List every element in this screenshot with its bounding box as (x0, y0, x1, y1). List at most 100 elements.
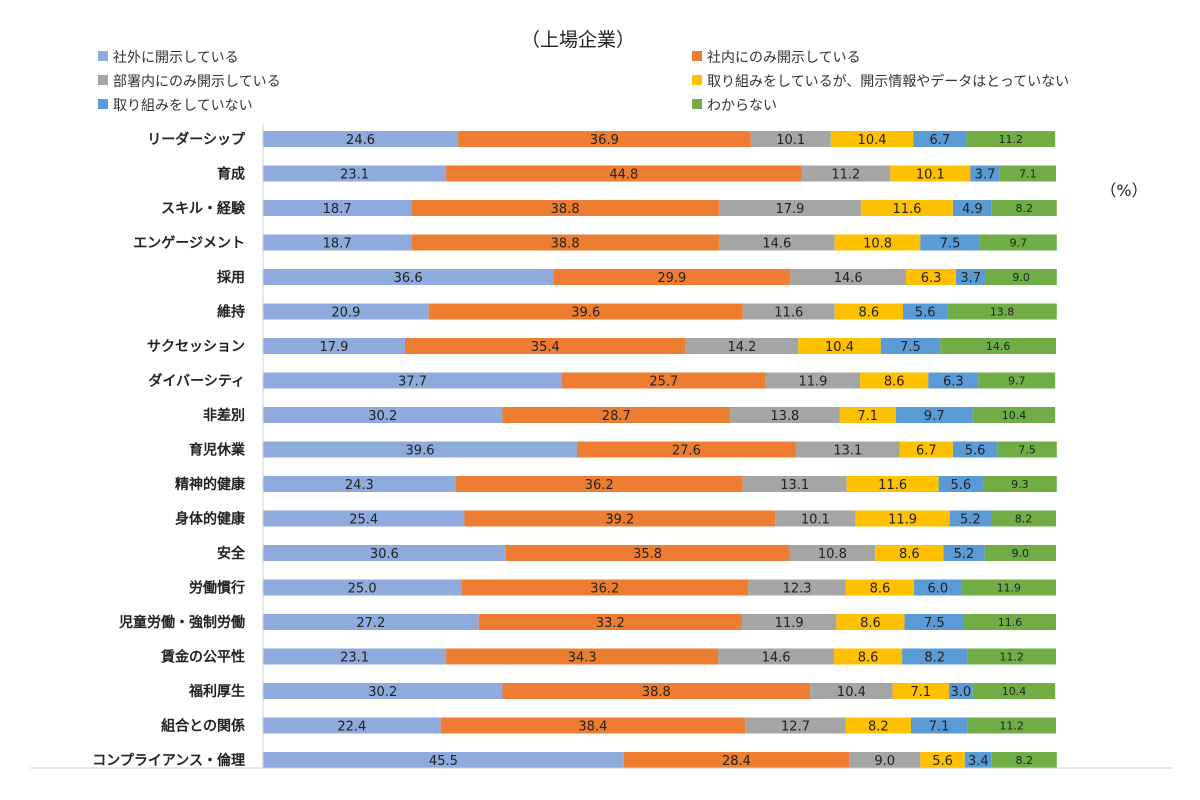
data-label-17-4: 7.1 (929, 720, 950, 735)
data-label-2-3: 11.6 (892, 202, 921, 217)
bar-6-0 (263, 338, 405, 354)
bar-0-5 (966, 131, 1056, 147)
legend-label-4: 取り組みをしていない (113, 98, 253, 114)
category-label-12: 安全 (217, 545, 246, 562)
data-label-4-3: 6.3 (921, 271, 942, 286)
data-label-0-4: 6.7 (929, 133, 950, 148)
data-label-17-2: 12.7 (781, 720, 810, 735)
data-label-17-3: 8.2 (868, 720, 889, 735)
data-label-11-3: 11.9 (888, 513, 917, 528)
data-label-1-2: 11.2 (831, 168, 860, 183)
data-label-3-0: 18.7 (323, 237, 352, 252)
data-label-14-1: 33.2 (596, 616, 625, 631)
bar-8-1 (502, 407, 731, 423)
bar-18-5 (991, 752, 1057, 768)
bar-3-4 (920, 234, 980, 251)
bar-4-5 (985, 269, 1057, 285)
data-label-4-5: 9.0 (1012, 271, 1030, 284)
data-label-1-1: 44.8 (609, 168, 638, 183)
data-label-16-0: 30.2 (368, 685, 397, 700)
bar-8-5 (972, 407, 1056, 423)
bar-17-1 (440, 717, 746, 734)
data-label-6-5: 14.6 (986, 340, 1011, 353)
bar-15-4 (902, 648, 968, 665)
bar-2-3 (860, 200, 953, 216)
data-label-6-4: 7.5 (900, 340, 921, 355)
bar-12-0 (263, 545, 506, 561)
legend-label-3: 取り組みをしているが、開示情報やデータはとっていない (707, 73, 1069, 90)
bar-4-3 (906, 269, 957, 285)
bar-16-5 (972, 683, 1056, 699)
category-label-14: 児童労働・強制労働 (118, 614, 245, 631)
bar-9-0 (263, 441, 578, 458)
bar-11-2 (775, 510, 856, 527)
bar-15-3 (833, 648, 903, 665)
data-label-7-0: 37.7 (398, 375, 427, 390)
data-label-0-5: 11.2 (999, 133, 1024, 146)
bar-14-3 (836, 614, 905, 630)
category-label-13: 労働慣行 (189, 580, 245, 597)
bar-6-3 (798, 338, 881, 354)
data-label-18-5: 8.2 (1016, 754, 1034, 767)
data-label-10-4: 5.6 (950, 478, 971, 493)
category-label-9: 育児休業 (189, 442, 246, 459)
data-label-12-4: 5.2 (954, 547, 975, 562)
data-label-9-5: 7.5 (1018, 444, 1036, 457)
legend-label-0: 社外に開示している (113, 50, 239, 66)
data-label-11-4: 5.2 (960, 513, 981, 528)
bar-5-5 (947, 303, 1057, 320)
bar-16-4 (948, 683, 973, 699)
data-label-5-4: 5.6 (915, 306, 936, 321)
data-label-7-2: 11.9 (798, 375, 827, 390)
bar-13-3 (845, 579, 915, 596)
bar-10-2 (742, 476, 847, 492)
bar-12-4 (943, 545, 985, 561)
data-label-5-2: 11.6 (774, 306, 803, 321)
bar-18-1 (623, 752, 850, 768)
data-label-14-0: 27.2 (356, 616, 385, 631)
bar-12-1 (505, 545, 790, 561)
category-label-5: 維持 (217, 304, 245, 321)
bar-1-3 (890, 165, 971, 182)
data-label-1-3: 10.1 (916, 168, 945, 183)
bar-7-5 (978, 372, 1056, 389)
data-label-8-3: 7.1 (857, 409, 878, 424)
data-label-16-2: 10.4 (837, 685, 866, 700)
bar-18-3 (920, 752, 965, 768)
data-label-8-4: 9.7 (924, 409, 945, 424)
data-label-6-2: 14.2 (727, 340, 756, 355)
chart-title: （上場企業） (521, 29, 635, 51)
data-label-5-1: 39.6 (571, 306, 600, 321)
data-label-6-3: 10.4 (825, 340, 854, 355)
bar-8-4 (895, 407, 973, 423)
data-label-18-0: 45.5 (429, 754, 458, 769)
bar-12-2 (789, 545, 876, 561)
legend-swatch-3 (692, 75, 702, 85)
category-label-10: 精神的健康 (175, 476, 246, 493)
data-label-9-2: 13.1 (833, 444, 862, 459)
bar-7-0 (263, 372, 562, 389)
bar-10-0 (263, 476, 456, 492)
bar-0-0 (263, 131, 459, 147)
data-label-4-2: 14.6 (834, 271, 863, 286)
data-label-2-5: 8.2 (1016, 202, 1034, 215)
bar-3-0 (263, 234, 412, 251)
bar-14-2 (741, 614, 837, 630)
bar-15-1 (446, 648, 719, 665)
bar-15-5 (967, 648, 1056, 665)
bar-12-5 (984, 545, 1056, 561)
data-label-13-1: 36.2 (590, 582, 619, 597)
data-label-16-5: 10.4 (1002, 685, 1027, 698)
bar-8-0 (263, 407, 503, 423)
data-label-5-3: 8.6 (859, 306, 880, 321)
bar-6-4 (880, 338, 941, 354)
bar-1-2 (801, 165, 891, 182)
bar-4-0 (263, 269, 554, 285)
data-label-3-5: 9.7 (1010, 237, 1028, 250)
data-label-10-0: 24.3 (345, 478, 374, 493)
bar-14-0 (263, 614, 479, 630)
bar-1-0 (263, 165, 447, 182)
bar-15-2 (718, 648, 834, 665)
data-label-4-1: 29.9 (657, 271, 686, 286)
category-label-3: エンゲージメント (133, 235, 245, 252)
